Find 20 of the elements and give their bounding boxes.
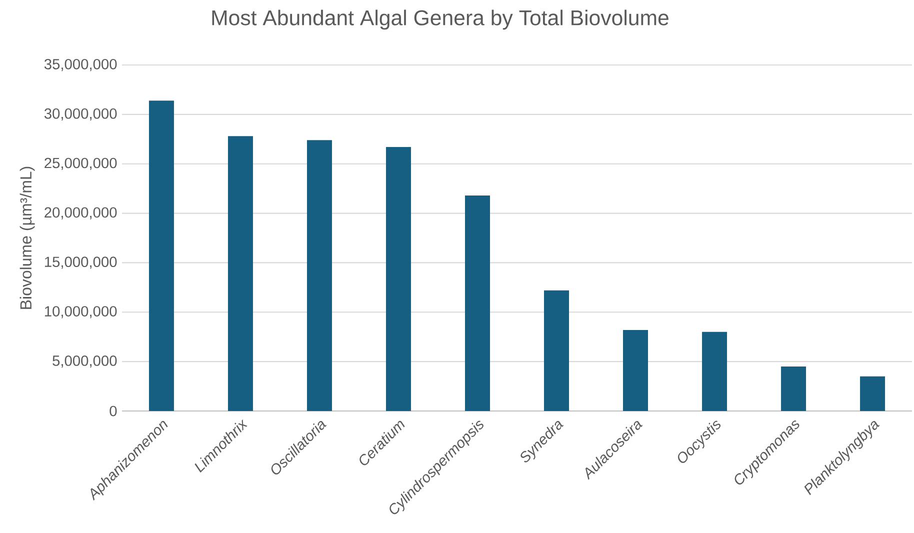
chart-title: Most Abundant Algal Genera by Total Biovolume	[212, 10, 668, 30]
bar	[464, 195, 490, 411]
bar	[860, 376, 886, 411]
y-tick-label: 35,000,000	[44, 58, 117, 72]
bar	[306, 140, 332, 411]
y-tick-label: 30,000,000	[44, 108, 117, 120]
y-tick-label: 25,000,000	[44, 158, 117, 170]
bar	[386, 147, 411, 411]
bar	[544, 290, 570, 411]
y-axis-title: Biovolume (µm³/mL)	[20, 166, 35, 309]
bar	[148, 100, 174, 411]
y-tick-label: 10,000,000	[44, 306, 117, 318]
bar	[623, 330, 648, 411]
bar	[781, 366, 806, 411]
y-tick-label: 5,000,000	[52, 356, 117, 368]
y-tick-label: 0	[110, 406, 117, 416]
y-tick-label: 20,000,000	[44, 207, 117, 220]
bar	[702, 332, 728, 411]
y-tick-label: 15,000,000	[44, 256, 117, 269]
bar	[228, 136, 253, 411]
